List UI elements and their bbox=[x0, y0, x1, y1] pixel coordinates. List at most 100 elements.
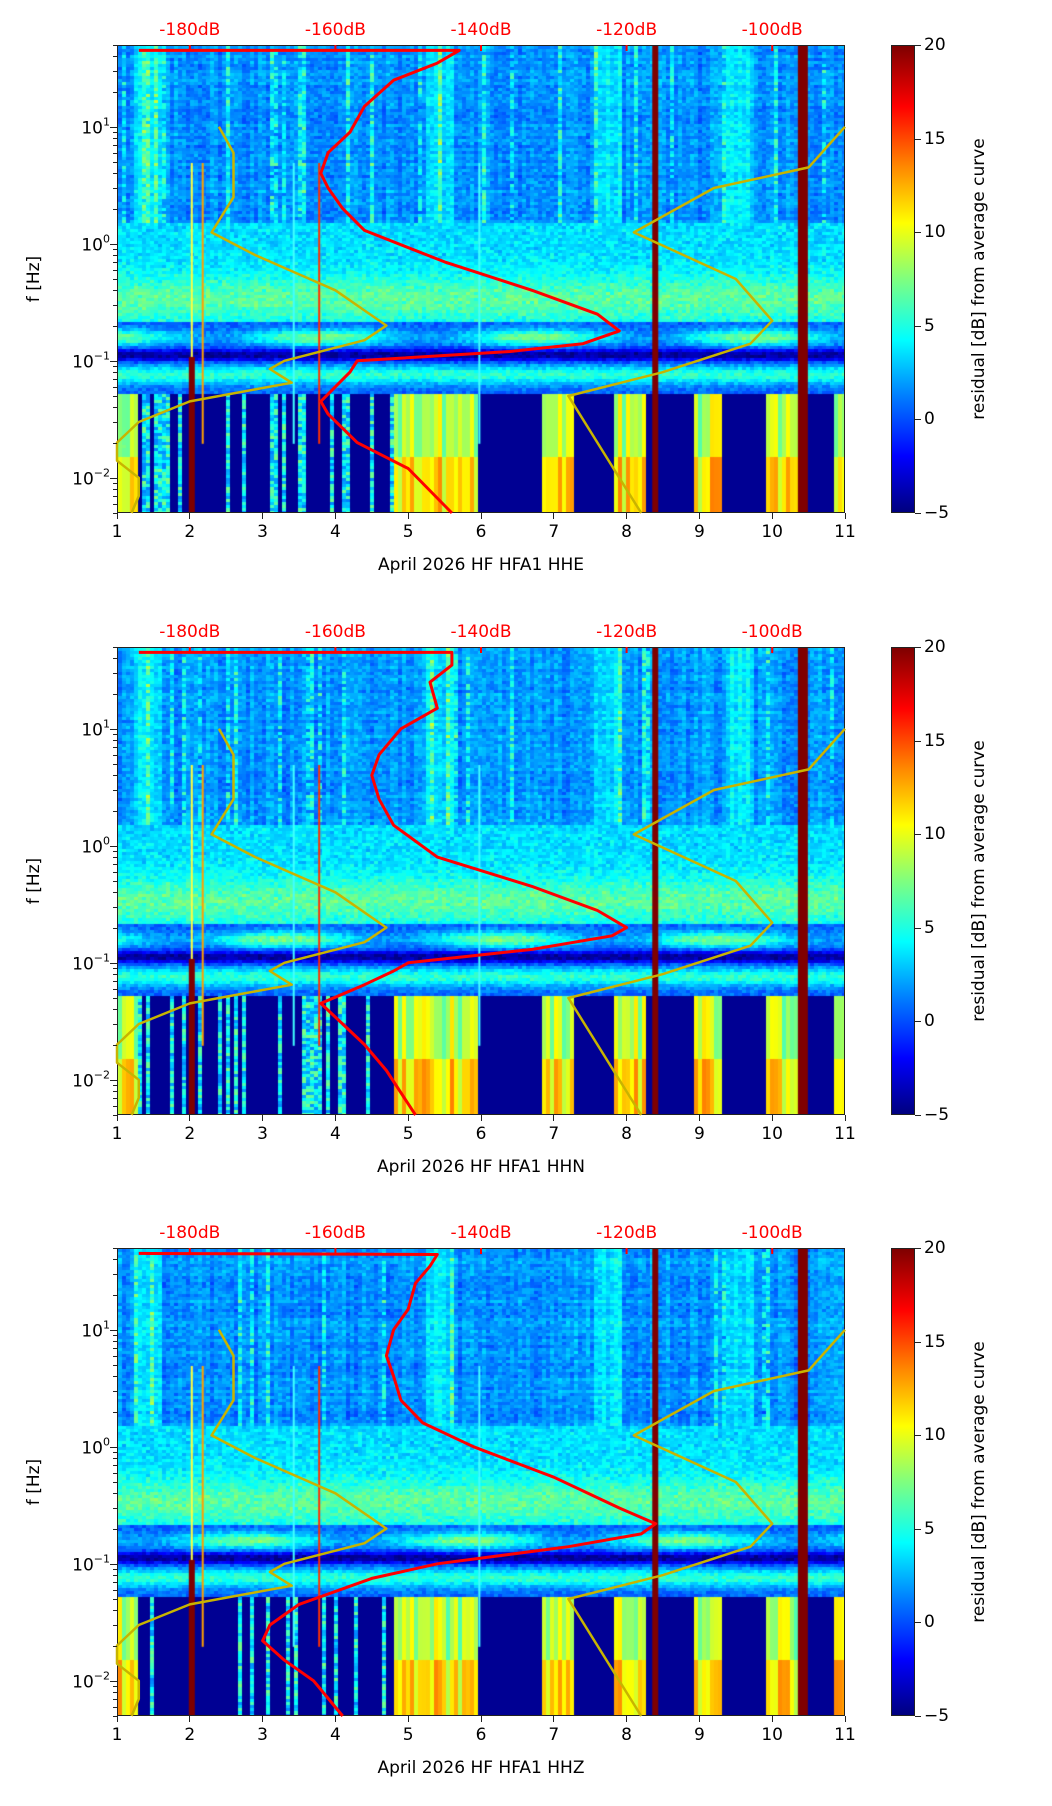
x-tick-label: 7 bbox=[548, 522, 560, 542]
colorbar-tick bbox=[915, 419, 921, 421]
colorbar-tick bbox=[915, 1716, 921, 1717]
y-minor-tick bbox=[113, 1482, 117, 1483]
spectrogram-image bbox=[118, 648, 844, 1114]
colorbar-tick bbox=[915, 1528, 921, 1530]
y-minor-tick bbox=[113, 871, 117, 873]
y-minor-tick bbox=[113, 974, 117, 976]
y-minor-tick bbox=[113, 208, 117, 210]
x-tick-label: 4 bbox=[329, 1725, 341, 1745]
y-tick bbox=[110, 845, 117, 847]
y-minor-tick bbox=[113, 789, 117, 791]
x-tick bbox=[626, 1716, 628, 1722]
y-tick-base: 10 bbox=[72, 954, 94, 975]
colorbar-tick-label: 20 bbox=[924, 1238, 946, 1258]
colorbar-tick bbox=[915, 1115, 921, 1116]
x-tick bbox=[626, 513, 628, 519]
x-tick-label: 9 bbox=[693, 1725, 705, 1745]
colorbar-tick bbox=[915, 138, 921, 140]
y-tick-label: 101 bbox=[81, 717, 110, 740]
nlnm-curve bbox=[115, 728, 388, 1116]
x-tick-label: 8 bbox=[621, 1124, 633, 1144]
db-tick-label: -140dB bbox=[450, 1223, 512, 1243]
x-tick-label: 11 bbox=[834, 1725, 856, 1745]
db-tick-label: -180dB bbox=[159, 622, 221, 642]
db-tick-label: -120dB bbox=[596, 20, 658, 40]
db-tick-label: -160dB bbox=[304, 20, 366, 40]
x-tick bbox=[116, 513, 118, 519]
y-tick-base: 10 bbox=[81, 1438, 103, 1459]
y-minor-tick bbox=[113, 672, 117, 674]
db-tick-label: -120dB bbox=[596, 622, 658, 642]
colorbar-tick bbox=[915, 927, 921, 929]
nlnm-curve bbox=[115, 1329, 388, 1717]
spectrogram-plot bbox=[117, 45, 845, 513]
colorbar-tick-label: 10 bbox=[924, 222, 946, 243]
colorbar-tick bbox=[915, 325, 921, 327]
colorbar-tick-label: 20 bbox=[924, 637, 946, 657]
y-minor-tick bbox=[113, 442, 117, 444]
y-minor-tick bbox=[113, 1294, 117, 1296]
y-minor-tick bbox=[113, 304, 117, 306]
y-minor-tick bbox=[113, 255, 117, 257]
colorbar-tick-label: 5 bbox=[924, 315, 935, 336]
y-tick-exponent: 1 bbox=[103, 115, 110, 129]
spectrogram-image bbox=[118, 1249, 844, 1715]
x-tick bbox=[262, 1115, 264, 1121]
x-tick-label: 10 bbox=[761, 1725, 784, 1745]
y-minor-tick bbox=[113, 1507, 117, 1509]
x-tick-label: 10 bbox=[761, 1124, 784, 1144]
colorbar-tick bbox=[915, 647, 921, 648]
y-minor-tick bbox=[113, 1716, 117, 1717]
x-tick bbox=[189, 1115, 191, 1121]
y-minor-tick bbox=[113, 892, 117, 894]
db-tick-label: -100dB bbox=[741, 622, 803, 642]
x-tick-label: 6 bbox=[475, 1124, 487, 1144]
colorbar-tick-label: 20 bbox=[924, 35, 946, 55]
y-minor-tick bbox=[113, 881, 117, 882]
curve-overlay bbox=[115, 647, 846, 1116]
y-minor-tick bbox=[113, 173, 117, 175]
y-minor-tick bbox=[113, 968, 117, 970]
x-tick bbox=[262, 1716, 264, 1722]
y-minor-tick bbox=[113, 1347, 117, 1349]
y-minor-tick bbox=[113, 91, 117, 93]
colorbar-tick-label: 5 bbox=[924, 917, 935, 938]
db-tick-label: -160dB bbox=[304, 1223, 366, 1243]
colorbar-tick-label: 0 bbox=[924, 1011, 935, 1032]
x-tick bbox=[844, 513, 846, 519]
colorbar-tick-label: 15 bbox=[924, 1331, 946, 1352]
y-tick-base: 10 bbox=[81, 720, 103, 741]
y-minor-tick bbox=[113, 378, 117, 380]
x-tick bbox=[553, 1716, 555, 1722]
x-tick bbox=[407, 1716, 409, 1722]
y-minor-tick bbox=[113, 269, 117, 271]
x-tick-label: 7 bbox=[548, 1124, 560, 1144]
x-tick-label: 11 bbox=[834, 1124, 856, 1144]
colorbar-tick bbox=[915, 1435, 921, 1437]
db-tick-label: -140dB bbox=[450, 622, 512, 642]
colorbar-tick bbox=[915, 1341, 921, 1343]
x-tick-label: 4 bbox=[329, 522, 341, 542]
average-psd-curve bbox=[138, 650, 629, 1116]
y-tick-label: 100 bbox=[81, 1435, 110, 1458]
y-minor-tick bbox=[113, 1472, 117, 1474]
y-axis-label: f [Hz] bbox=[24, 1458, 44, 1506]
nhnm-curve bbox=[567, 1328, 846, 1717]
y-minor-tick bbox=[113, 754, 117, 756]
y-minor-tick bbox=[113, 495, 117, 497]
y-minor-tick bbox=[113, 132, 117, 134]
y-tick-label: 10−1 bbox=[72, 349, 110, 372]
x-tick-label: 9 bbox=[693, 522, 705, 542]
x-tick bbox=[334, 513, 336, 519]
y-axis-label: f [Hz] bbox=[24, 255, 44, 303]
y-minor-tick bbox=[113, 45, 117, 46]
y-minor-tick bbox=[113, 851, 117, 853]
db-tick-label: -100dB bbox=[741, 20, 803, 40]
y-minor-tick bbox=[113, 647, 117, 648]
y-minor-tick bbox=[113, 1085, 117, 1087]
y-tick bbox=[110, 728, 117, 730]
y-minor-tick bbox=[113, 906, 117, 908]
colorbar-tick-label: −5 bbox=[924, 503, 950, 523]
y-minor-tick bbox=[113, 764, 117, 765]
nlnm-curve bbox=[115, 126, 388, 514]
